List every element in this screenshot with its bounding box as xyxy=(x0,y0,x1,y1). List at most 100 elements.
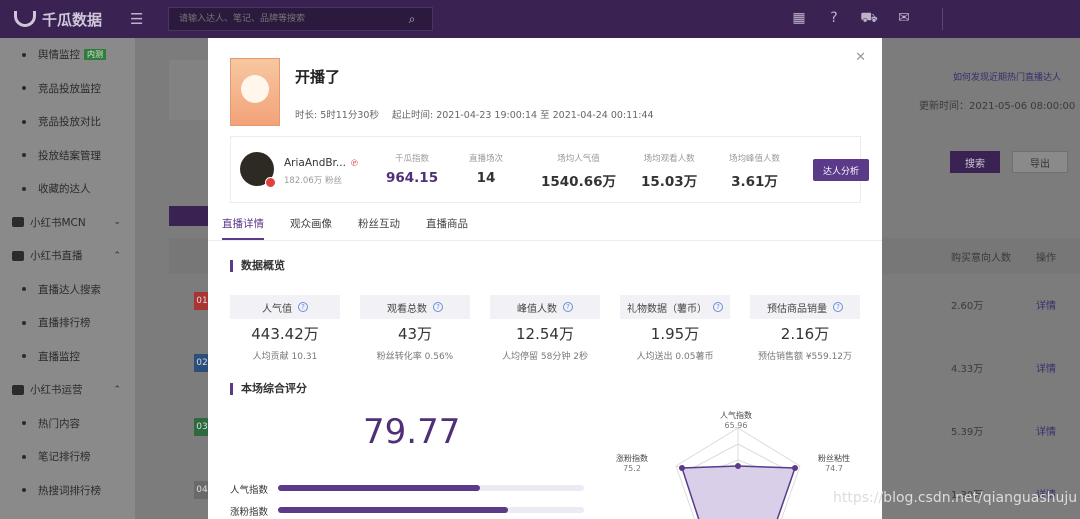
stat-value: 964.15 xyxy=(386,170,439,186)
beta-badge: 内测 xyxy=(84,49,106,61)
help-icon[interactable]: ? xyxy=(713,302,723,312)
sidebar-item-favorites[interactable]: 收藏的达人 xyxy=(0,172,135,206)
overview-sub: 预估销售额 ¥559.12万 xyxy=(757,352,853,362)
sidebar-item-label: 小红书MCN xyxy=(30,216,86,229)
radar-label-popularity: 人气指数 65.96 xyxy=(720,411,752,430)
detail-link[interactable]: 详情 xyxy=(1036,364,1056,375)
chevron-down-icon: ⌄ xyxy=(113,217,121,228)
avatar[interactable] xyxy=(240,152,276,188)
bullet-icon xyxy=(22,186,26,191)
help-icon[interactable]: ? xyxy=(433,302,443,312)
bullet-icon xyxy=(22,488,26,493)
overview-value: 43万 xyxy=(397,325,433,343)
radar-area xyxy=(680,465,797,519)
bg-card xyxy=(169,60,209,120)
sidebar: 舆情监控 内测 竞品投放监控 竞品投放对比 投放结案管理 收藏的达人 小红书MCN… xyxy=(0,38,135,519)
detail-link[interactable]: 详情 xyxy=(1036,490,1056,501)
stat-qiangua-index: 千瓜指数 964.15 xyxy=(386,152,438,186)
rank-badge: 01 xyxy=(194,292,210,310)
bar-label: 人气指数 xyxy=(230,485,269,496)
tab-live-detail[interactable]: 直播详情 xyxy=(222,213,264,240)
bar-label: 涨粉指数 xyxy=(230,507,269,518)
sidebar-item-opinion[interactable]: 舆情监控 内测 xyxy=(0,38,135,72)
live-cover-image[interactable] xyxy=(230,58,280,126)
bar-fill xyxy=(278,507,509,513)
sidebar-item-label: 直播监控 xyxy=(38,350,80,363)
mail-icon[interactable]: ✉ xyxy=(898,10,910,26)
radar-point xyxy=(679,465,685,471)
kol-name[interactable]: AriaAndBr... ℗ xyxy=(284,157,359,169)
overview-card-popularity: 人气值? xyxy=(230,295,340,319)
overview-label: 峰值人数 xyxy=(517,303,557,315)
sidebar-item-label: 竞品投放对比 xyxy=(38,116,101,129)
overview-sub: 人均贡献 10.31 xyxy=(252,352,318,362)
bg-export-button[interactable]: 导出 xyxy=(1012,151,1068,173)
detail-link[interactable]: 详情 xyxy=(1036,301,1056,312)
help-icon[interactable]: ? xyxy=(833,302,843,312)
radar-point xyxy=(792,465,798,471)
top-bar: 千瓜数据 ☰ ⌕ ▦ ? ⛟ ✉ xyxy=(0,0,1080,38)
rank-badge: 04 xyxy=(194,481,210,499)
live-title: 开播了 xyxy=(295,68,341,86)
tab-audience[interactable]: 观众画像 xyxy=(290,218,332,230)
bullet-icon xyxy=(22,454,26,459)
sidebar-item-hot-search[interactable]: 热搜词排行榜 xyxy=(0,474,135,508)
sidebar-item-live-search[interactable]: 直播达人搜索 xyxy=(0,273,135,307)
sidebar-group-mcn[interactable]: 小红书MCN ⌄ xyxy=(0,206,135,240)
sidebar-item-note-rank[interactable]: 笔记排行榜 xyxy=(0,440,135,474)
menu-toggle-icon[interactable]: ☰ xyxy=(130,10,144,28)
bg-purchase: 4.33万 xyxy=(951,364,984,375)
sidebar-item-label: 直播达人搜索 xyxy=(38,283,101,296)
apps-icon[interactable]: ▦ xyxy=(792,10,806,26)
kol-analysis-button[interactable]: 达人分析 xyxy=(813,159,869,181)
bar-track-popularity xyxy=(278,485,584,491)
bar-track-fans xyxy=(278,507,584,513)
tab-live-products[interactable]: 直播商品 xyxy=(426,218,468,230)
logo[interactable]: 千瓜数据 xyxy=(14,9,124,30)
live-duration: 时长: 5时11分30秒 xyxy=(295,110,379,121)
sidebar-item-competitor-monitor[interactable]: 竞品投放监控 xyxy=(0,72,135,106)
top-divider xyxy=(942,8,943,30)
bg-col-purchase: 购买意向人数 xyxy=(951,253,1011,264)
sidebar-item-campaign[interactable]: 投放结案管理 xyxy=(0,139,135,173)
sidebar-item-label: 小红书运营 xyxy=(30,384,83,397)
sidebar-item-live-rank[interactable]: 直播排行榜 xyxy=(0,306,135,340)
radar-grid xyxy=(688,443,788,519)
sidebar-item-live-monitor[interactable]: 直播监控 xyxy=(0,340,135,374)
stat-label: 场均峰值人数 xyxy=(729,154,781,164)
cart-icon[interactable]: ⛟ xyxy=(860,10,878,26)
bg-tab xyxy=(169,206,209,226)
stat-live-count: 直播场次 14 xyxy=(469,152,503,186)
mcn-icon xyxy=(12,217,24,228)
bullet-icon xyxy=(22,153,26,158)
sidebar-group-ops[interactable]: 小红书运营 ⌃ xyxy=(0,373,135,407)
video-icon xyxy=(12,250,24,261)
sidebar-item-hot-content[interactable]: 热门内容 xyxy=(0,407,135,441)
bg-search-button[interactable]: 搜索 xyxy=(950,151,1000,173)
sidebar-item-label: 小红书直播 xyxy=(30,250,83,263)
overview-card-peak: 峰值人数? xyxy=(490,295,600,319)
search-icon[interactable]: ⌕ xyxy=(408,11,416,26)
bg-notice[interactable]: 如何发现近期热门直播达人 xyxy=(953,73,1062,83)
help-icon[interactable]: ? xyxy=(830,10,838,26)
radar-label-stickiness: 粉丝粘性 74.7 xyxy=(818,454,850,473)
live-time-range: 起止时间: 2021-04-23 19:00:14 至 2021-04-24 0… xyxy=(391,110,654,121)
ops-icon xyxy=(12,384,24,395)
search-input[interactable] xyxy=(169,8,392,30)
sidebar-item-label: 热门内容 xyxy=(38,417,80,430)
sidebar-item-competitor-compare[interactable]: 竞品投放对比 xyxy=(0,105,135,139)
sidebar-group-live[interactable]: 小红书直播 ⌃ xyxy=(0,239,135,273)
stat-label: 场均人气值 xyxy=(557,154,600,164)
tab-fan-interaction[interactable]: 粉丝互动 xyxy=(358,218,400,230)
close-icon[interactable]: ✕ xyxy=(855,50,866,65)
detail-link[interactable]: 详情 xyxy=(1036,427,1056,438)
bullet-icon xyxy=(22,86,26,91)
chevron-up-icon: ⌃ xyxy=(113,250,121,261)
watermark: https://blog.csdn.net/qianguashuju xyxy=(833,490,1078,506)
help-icon[interactable]: ? xyxy=(563,302,573,312)
help-icon[interactable]: ? xyxy=(298,302,308,312)
stat-avg-peak: 场均峰值人数 3.61万 xyxy=(729,152,780,190)
radar-svg xyxy=(675,427,801,519)
bg-purchase: 2.60万 xyxy=(951,301,984,312)
kol-fans: 182.06万 粉丝 xyxy=(284,176,342,186)
